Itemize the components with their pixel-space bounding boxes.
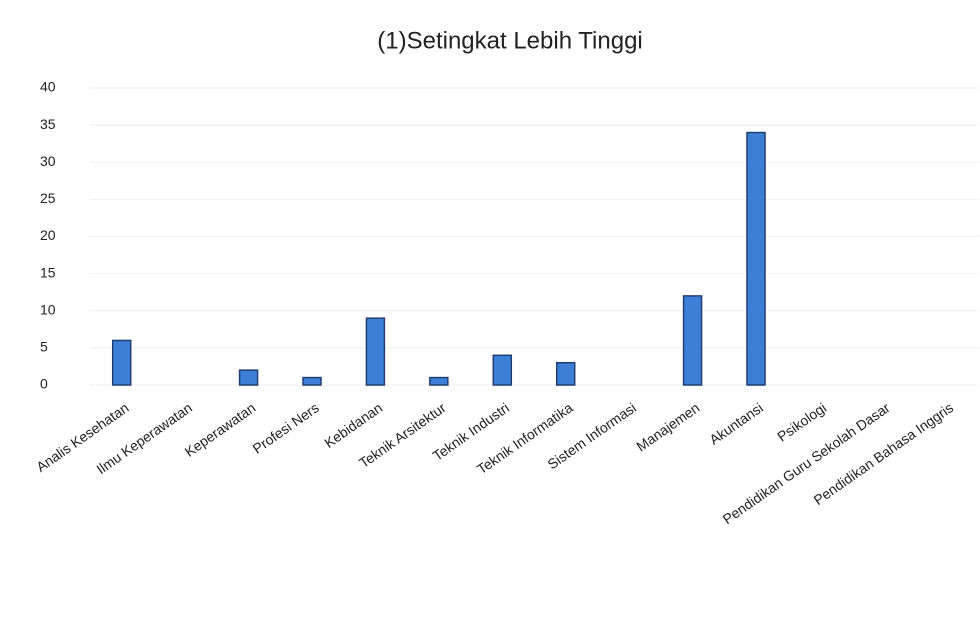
bar [365, 317, 386, 386]
bar [492, 354, 513, 386]
x-tick-label: Keperawatan [182, 399, 259, 459]
chart-title: (1)Setingkat Lebih Tinggi [377, 27, 643, 54]
y-tick-label: 15 [40, 264, 56, 280]
bar [429, 376, 449, 386]
x-tick-label: Akuntansi [706, 399, 766, 447]
y-tick-label: 35 [40, 116, 56, 132]
bar [238, 369, 259, 386]
x-tick-label: Profesi Ners [250, 399, 322, 456]
y-tick-label: 40 [40, 79, 56, 95]
y-tick-label: 20 [40, 227, 56, 243]
y-tick-label: 10 [40, 301, 56, 317]
bar [555, 361, 576, 386]
y-tick-label: 30 [40, 153, 56, 169]
bar [111, 339, 132, 386]
y-tick-label: 25 [40, 190, 56, 206]
x-tick-label: Manajemen [633, 399, 702, 454]
y-tick-label: 5 [40, 339, 48, 355]
bar [746, 131, 766, 386]
bar [302, 376, 322, 386]
x-tick-label: Psikologi [774, 399, 829, 444]
y-tick-label: 0 [40, 376, 48, 392]
bar [682, 295, 703, 386]
